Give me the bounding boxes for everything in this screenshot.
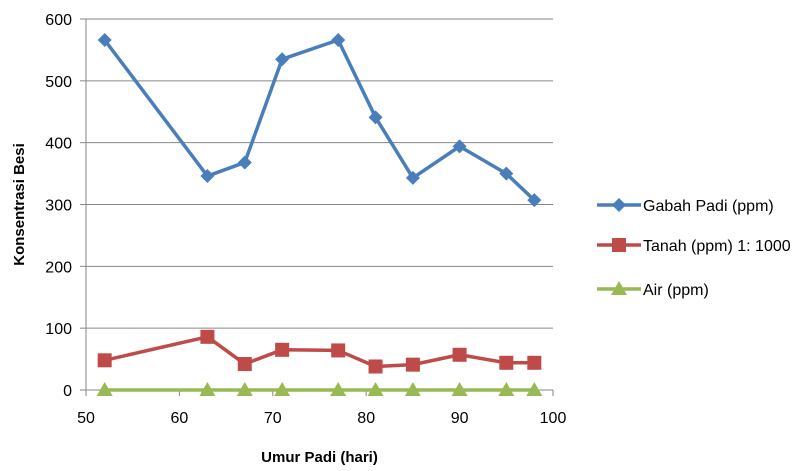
legend-entry: Tanah (ppm) 1: 1000 <box>597 238 791 255</box>
data-point <box>499 355 514 370</box>
legend-marker <box>612 198 626 212</box>
x-tick-label: 50 <box>77 410 95 427</box>
y-tick-label: 600 <box>45 12 72 29</box>
data-point <box>405 170 420 185</box>
data-point <box>96 382 113 396</box>
data-point <box>331 33 346 48</box>
legend-marker <box>612 238 626 252</box>
data-point <box>237 155 252 170</box>
data-point <box>330 382 347 396</box>
data-point <box>498 382 515 396</box>
x-tick-labels: 50 60 70 80 90 100 <box>77 410 566 427</box>
x-tick-label: 100 <box>540 410 567 427</box>
data-point <box>274 382 291 396</box>
y-tick-label: 200 <box>45 259 72 276</box>
data-point <box>526 382 543 396</box>
legend-marker <box>611 281 627 295</box>
data-point <box>367 382 384 396</box>
data-point <box>237 357 252 372</box>
data-point <box>451 382 468 396</box>
x-tick-label: 70 <box>264 410 282 427</box>
data-point <box>275 342 290 357</box>
data-point <box>275 52 290 67</box>
data-point <box>200 169 215 184</box>
legend-entry: Air (ppm) <box>597 281 709 299</box>
data-point <box>199 382 216 396</box>
data-point <box>97 33 112 48</box>
y-axis-title: Konsentrasi Besi <box>11 143 28 266</box>
data-point <box>527 355 542 370</box>
data-point <box>368 359 383 374</box>
legend-label: Tanah (ppm) 1: 1000 <box>643 238 791 255</box>
data-point <box>405 357 420 372</box>
y-tick-label: 300 <box>45 198 72 215</box>
x-tick-label: 60 <box>171 410 189 427</box>
data-point <box>331 343 346 358</box>
data-point <box>368 110 383 125</box>
x-tick-label: 90 <box>451 410 469 427</box>
data-point <box>200 329 215 344</box>
series-3 <box>96 382 543 396</box>
legend-label: Gabah Padi (ppm) <box>643 198 774 215</box>
data-point <box>404 382 421 396</box>
y-tick-label: 500 <box>45 74 72 91</box>
legend: Gabah Padi (ppm) Tanah (ppm) 1: 1000 Air (… <box>597 198 791 299</box>
x-axis-title: Umur Padi (hari) <box>261 449 378 466</box>
data-point <box>527 193 542 208</box>
legend-entry: Gabah Padi (ppm) <box>597 198 774 215</box>
series-line <box>103 38 536 202</box>
data-point <box>499 166 514 181</box>
series-2 <box>97 329 542 374</box>
series-line <box>104 335 535 369</box>
series-1 <box>97 33 542 208</box>
legend-label: Air (ppm) <box>643 282 709 299</box>
x-tick-label: 80 <box>357 410 375 427</box>
y-tick-label: 400 <box>45 136 72 153</box>
y-tick-label: 0 <box>63 383 72 400</box>
axes <box>80 18 554 396</box>
data-point <box>236 382 253 396</box>
data-point <box>452 347 467 362</box>
y-tick-labels: 0 100 200 300 400 500 600 <box>45 12 72 400</box>
gridlines <box>86 18 553 329</box>
series-group <box>96 33 543 396</box>
data-point <box>452 139 467 154</box>
data-point <box>97 353 112 368</box>
y-tick-label: 100 <box>45 321 72 338</box>
